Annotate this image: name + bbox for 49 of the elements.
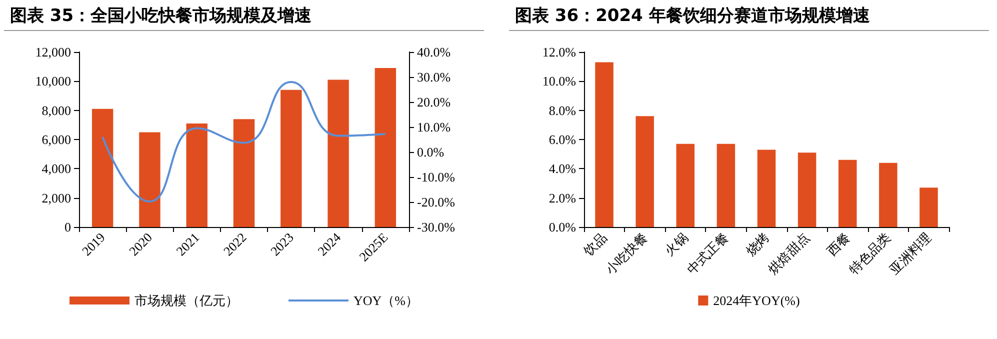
y-tick-label: 8,000 <box>42 102 71 118</box>
y-tick-label: 2,000 <box>42 190 71 206</box>
y-tick-label: 4,000 <box>42 161 71 176</box>
chart-title: 图表 35：全国小吃快餐市场规模及增速 <box>10 5 312 27</box>
y-tick-label: 0.0% <box>548 220 576 234</box>
bar <box>879 162 898 227</box>
chart-title: 图表 36：2024 年餐饮细分赛道市场规模增速 <box>515 5 870 27</box>
y-tick-label: 12,000 <box>35 44 71 60</box>
y-tick-label: 2.0% <box>548 190 576 206</box>
y2-tick-label: -20.0% <box>417 194 456 210</box>
x-tick-label: 西餐 <box>824 230 853 259</box>
bar <box>186 123 208 227</box>
legend-label: 2024年YOY(%) <box>713 293 800 308</box>
bar <box>595 62 614 227</box>
bar <box>92 108 114 227</box>
y-tick-label: 0 <box>64 220 71 234</box>
x-tick-label: 2021 <box>173 230 202 259</box>
y-tick-label: 8.0% <box>548 102 576 118</box>
x-tick-label: 饮品 <box>580 230 610 260</box>
legend-label: YOY（%） <box>354 293 419 308</box>
bar <box>716 144 736 227</box>
y2-tick-label: 0.0% <box>417 144 444 160</box>
bar <box>374 68 396 227</box>
line-series <box>102 81 386 202</box>
legend-label: 市场规模（亿元） <box>134 293 239 308</box>
y2-tick-label: 20.0% <box>417 94 451 110</box>
bar <box>757 150 776 227</box>
y-tick-label: 6,000 <box>42 132 71 147</box>
x-tick-label: 烧烤 <box>742 230 772 259</box>
bar <box>280 90 302 227</box>
y-tick-label: 4.0% <box>548 161 576 176</box>
bar <box>920 188 938 227</box>
y2-tick-label: 10.0% <box>417 120 451 134</box>
y2-tick-label: -10.0% <box>417 170 456 184</box>
y-tick-label: 12.0% <box>542 44 576 60</box>
bar <box>838 160 857 227</box>
y-tick-label: 6.0% <box>548 132 576 147</box>
bar <box>798 152 816 227</box>
bar <box>676 144 695 227</box>
y2-tick-label: 40.0% <box>417 44 451 60</box>
x-tick-label: 火锅 <box>662 230 691 259</box>
bar <box>636 116 654 227</box>
bar <box>139 132 160 227</box>
bar <box>328 80 349 227</box>
y-tick-label: 10.0% <box>542 74 576 89</box>
y-tick-label: 10,000 <box>35 74 71 89</box>
bar <box>233 119 255 227</box>
y2-tick-label: -30.0% <box>417 220 456 234</box>
y2-tick-label: 30.0% <box>417 70 451 84</box>
